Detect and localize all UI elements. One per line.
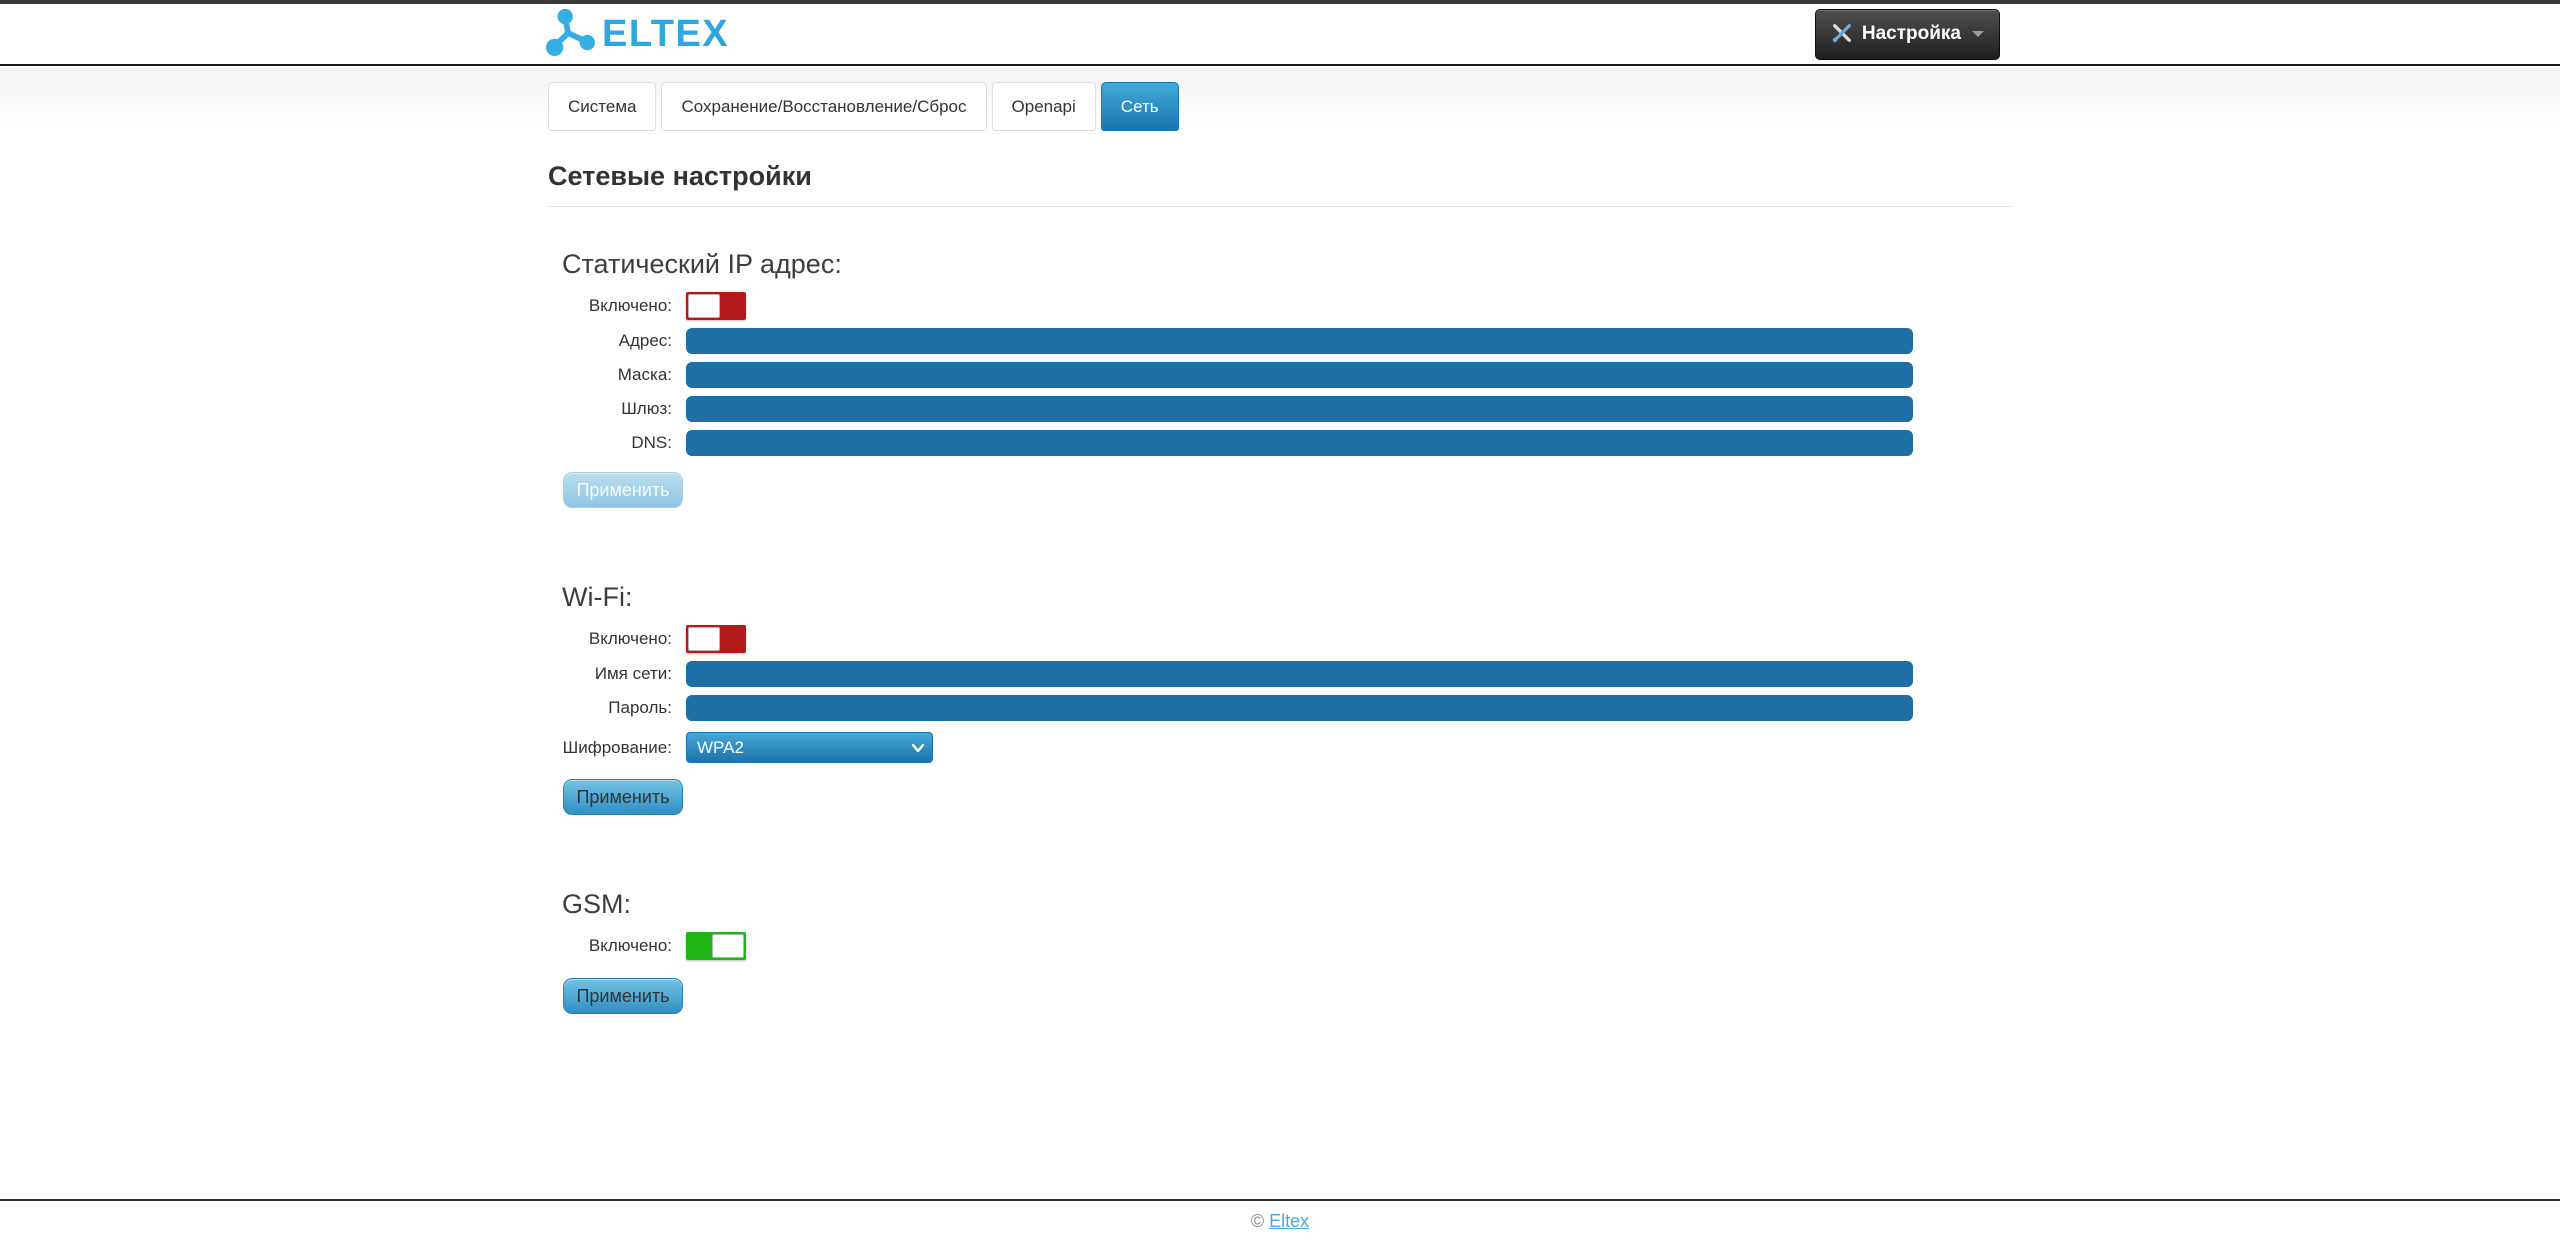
mask-label: Маска:	[617, 365, 672, 385]
header-shadow	[0, 68, 2560, 126]
settings-button-label: Настройка	[1861, 23, 1961, 44]
tab-openapi[interactable]: Openapi	[991, 82, 1096, 132]
dns-label: DNS:	[631, 433, 672, 453]
dns-input[interactable]	[686, 430, 1913, 457]
toggle-knob	[688, 627, 720, 652]
toggle-knob	[688, 294, 720, 319]
ssid-label: Имя сети:	[594, 664, 672, 684]
gsm-enabled-toggle[interactable]	[686, 932, 746, 961]
wifi-title: Wi-Fi:	[562, 582, 633, 613]
static-ip-section: Статический IP адрес: Включено: Адрес: М…	[548, 249, 2012, 509]
encryption-select[interactable]: WPA2	[686, 732, 933, 764]
password-input[interactable]	[686, 695, 1913, 722]
static-ip-enabled-toggle[interactable]	[686, 292, 746, 321]
tab-save-restore-reset[interactable]: Сохранение/Восстановление/Сброс	[661, 82, 987, 132]
footer: © Eltex	[0, 1199, 2560, 1246]
eltex-logo: ELTEX	[545, 6, 729, 63]
gsm-title: GSM:	[562, 889, 632, 920]
eltex-molecule-icon	[545, 6, 595, 63]
static-ip-enabled-label: Включено:	[588, 296, 672, 316]
gsm-apply-button[interactable]: Применить	[563, 978, 683, 1015]
toggle-knob	[712, 934, 744, 959]
eltex-footer-link[interactable]: Eltex	[1269, 1211, 1310, 1231]
settings-button[interactable]: Настройка	[1814, 8, 2000, 60]
chevron-down-icon	[1972, 31, 1984, 37]
gateway-input[interactable]	[686, 396, 1913, 423]
password-label: Пароль:	[608, 698, 672, 718]
encryption-label: Шифрование:	[562, 737, 672, 757]
content: Система Сохранение/Восстановление/Сброс …	[548, 66, 2012, 1015]
gsm-enabled-label: Включено:	[588, 936, 672, 956]
mask-input[interactable]	[686, 362, 1913, 389]
gateway-label: Шлюз:	[621, 399, 672, 419]
wifi-section: Wi-Fi: Включено: Имя сети: Пароль: Шифро…	[548, 582, 2012, 816]
top-strip	[0, 0, 2560, 4]
gsm-section: GSM: Включено: Применить	[548, 889, 2012, 1015]
static-ip-apply-button[interactable]: Применить	[563, 472, 683, 509]
tab-system[interactable]: Система	[548, 82, 657, 132]
wifi-enabled-label: Включено:	[588, 629, 672, 649]
header: ELTEX Настройка	[0, 4, 2560, 66]
wifi-enabled-toggle[interactable]	[686, 625, 746, 654]
address-label: Адрес:	[618, 331, 672, 351]
wrench-icon	[1831, 22, 1853, 47]
wifi-apply-button[interactable]: Применить	[563, 779, 683, 816]
static-ip-title: Статический IP адрес:	[562, 249, 842, 280]
address-input[interactable]	[686, 328, 1913, 355]
copyright-symbol: ©	[1250, 1211, 1265, 1231]
page-title: Сетевые настройки	[548, 161, 2012, 208]
tab-bar: Система Сохранение/Восстановление/Сброс …	[548, 82, 2012, 132]
logo-text: ELTEX	[602, 13, 730, 55]
tab-network[interactable]: Сеть	[1100, 82, 1179, 132]
encryption-select-wrap: WPA2	[686, 732, 933, 764]
ssid-input[interactable]	[686, 661, 1913, 688]
